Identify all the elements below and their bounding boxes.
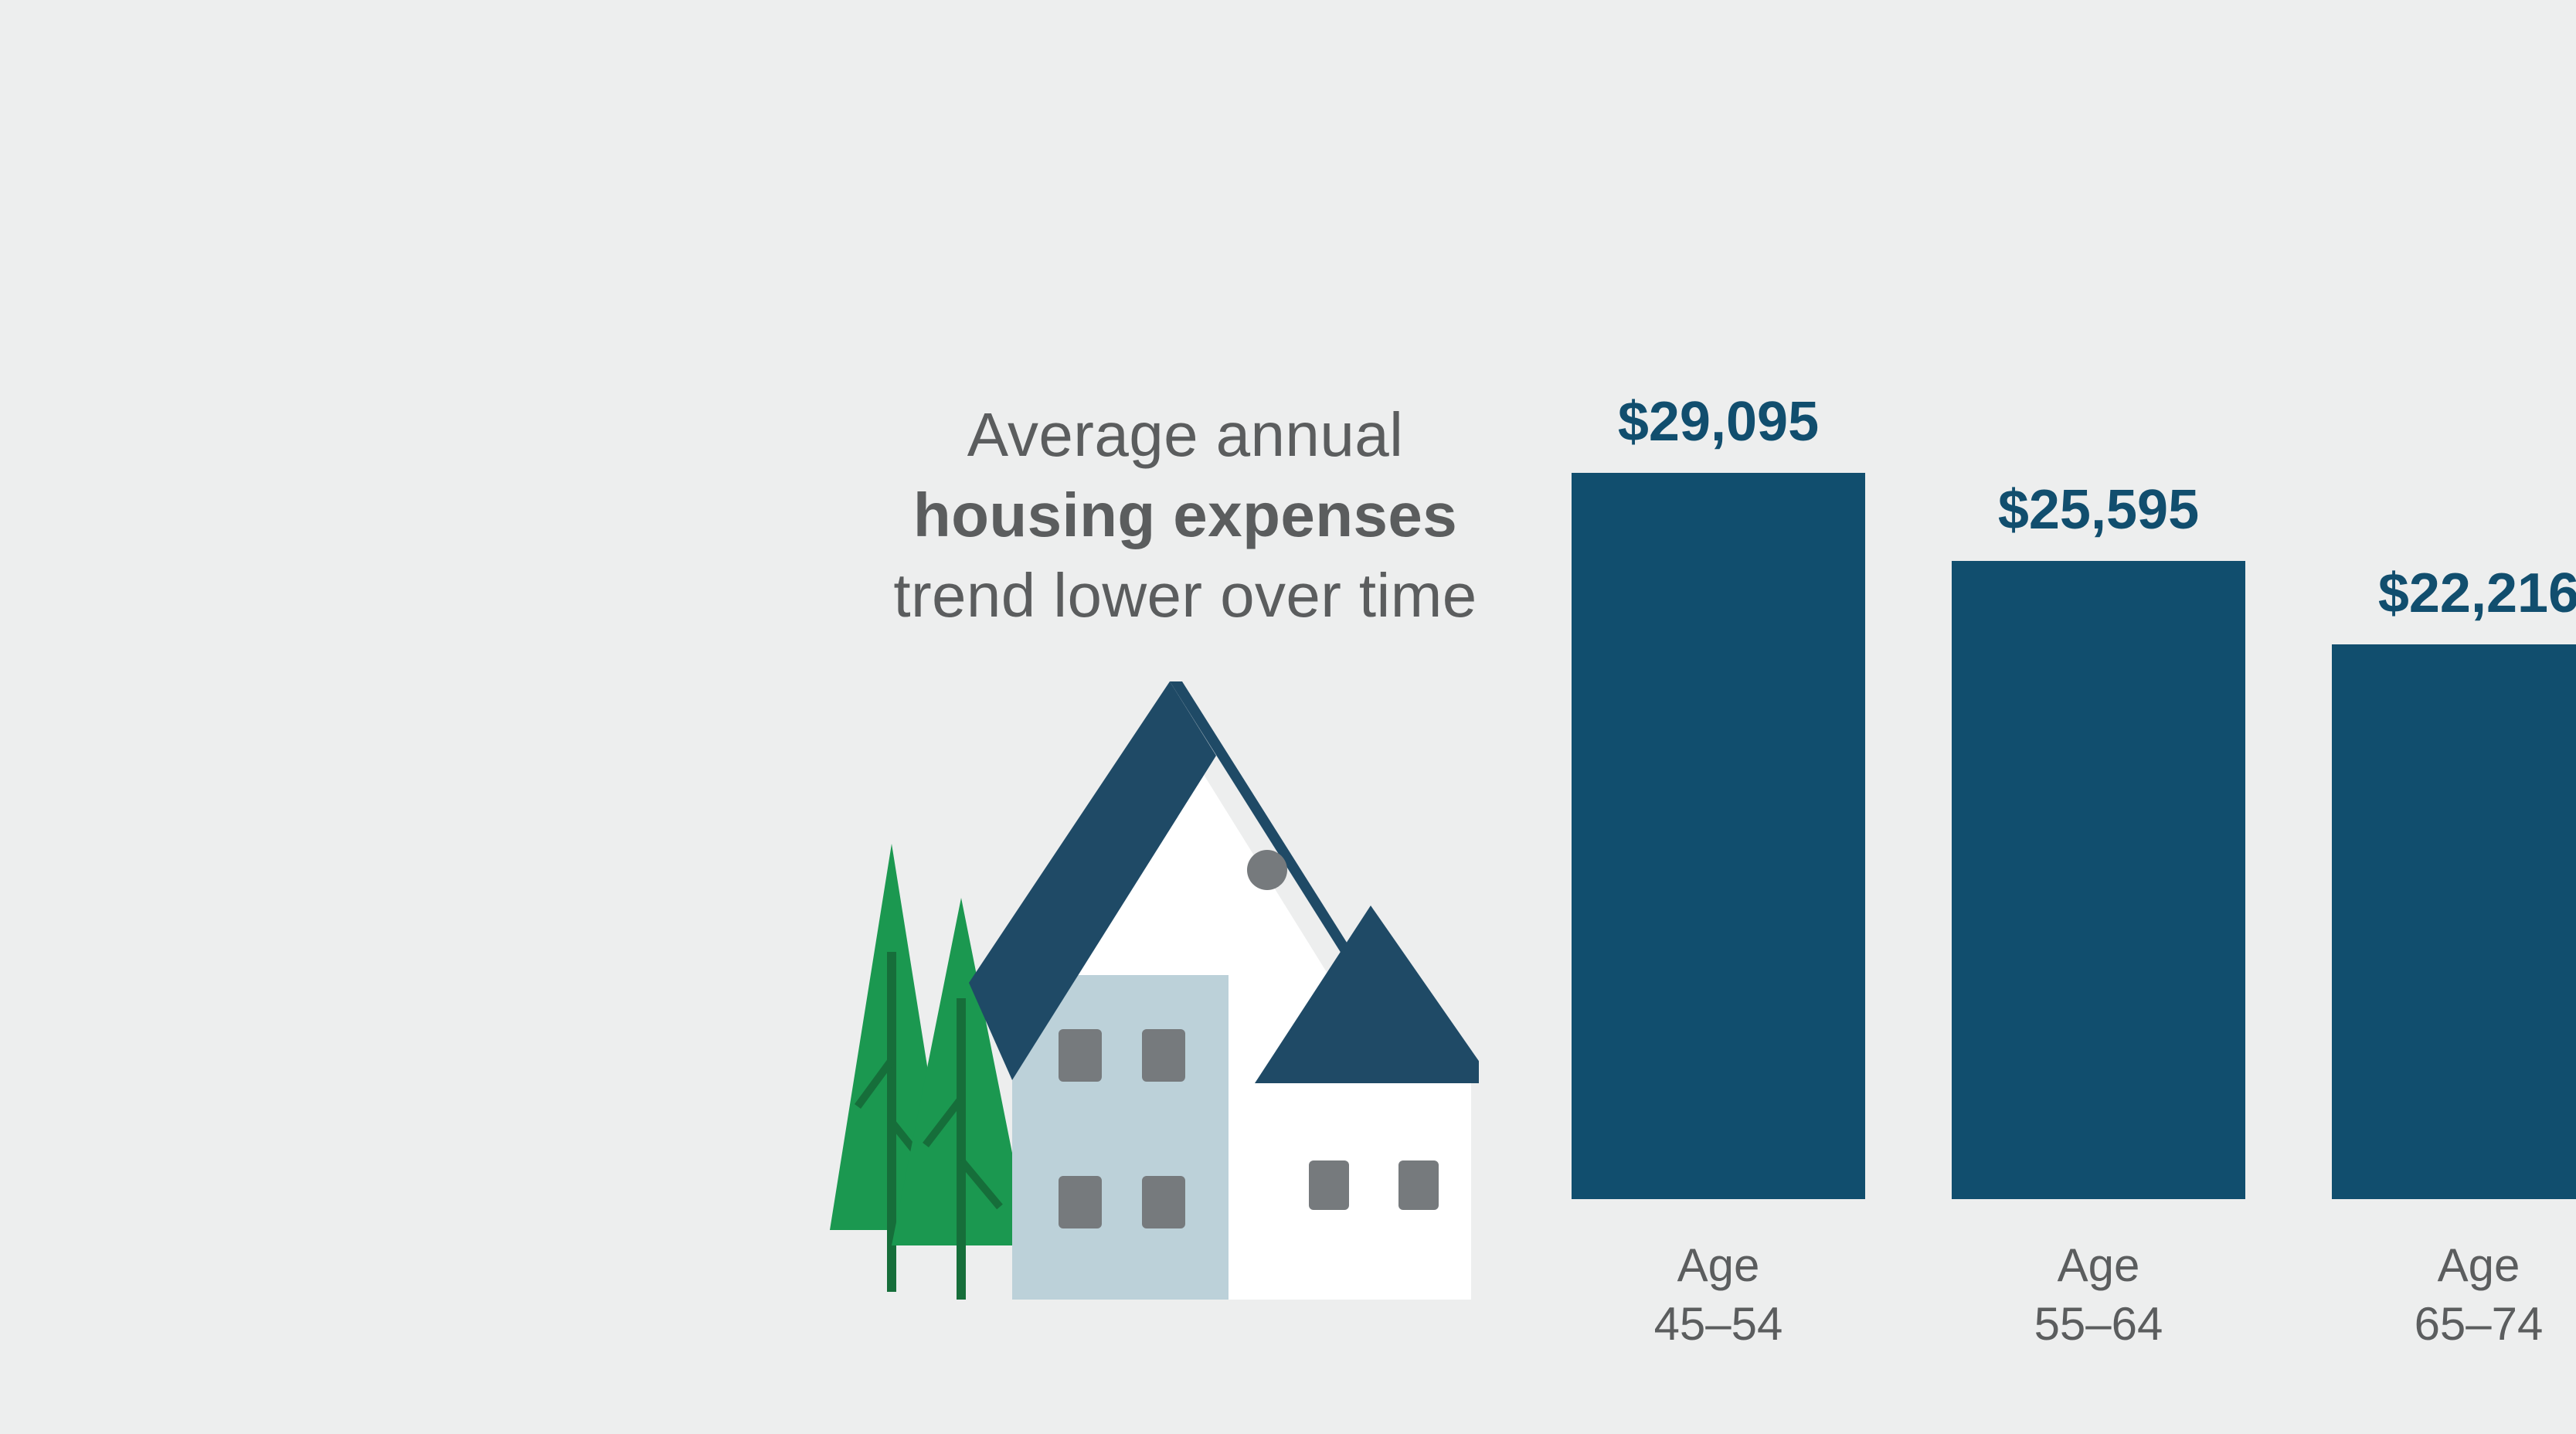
bar-column: $29,095: [1572, 389, 1865, 1199]
bar: [1572, 473, 1865, 1199]
window-icon: [1398, 1160, 1439, 1210]
house-illustration: [814, 681, 1479, 1330]
x-axis-label: Age 45–54: [1572, 1238, 1865, 1354]
house-svg: [814, 681, 1479, 1330]
x-label-line2: 45–54: [1653, 1299, 1782, 1350]
x-label-line2: 55–64: [2034, 1299, 2163, 1350]
bar: [2332, 644, 2576, 1199]
bar-value-label: $25,595: [1997, 477, 2198, 542]
bar-value-label: $29,095: [1617, 389, 1818, 454]
bar-value-label: $22,216: [2377, 561, 2576, 626]
x-label-line2: 65–74: [2414, 1299, 2543, 1350]
window-icon: [1059, 1176, 1102, 1228]
x-axis-label: Age 65–74: [2332, 1238, 2576, 1354]
x-axis-labels: Age45–54Age55–64Age65–74Age75+: [1572, 1238, 2576, 1354]
bar: [1952, 561, 2245, 1199]
window-icon: [1142, 1176, 1185, 1228]
window-icon: [1059, 1029, 1102, 1082]
x-label-line1: Age: [2437, 1241, 2520, 1292]
title-line2-bold: housing expenses: [912, 482, 1456, 550]
bars-container: $29,095$25,595$22,216$20,370: [1572, 396, 2576, 1199]
house-small-wall: [1278, 1076, 1471, 1300]
x-label-line1: Age: [2057, 1241, 2139, 1292]
title-text: Average annual housing expenses trend lo…: [830, 396, 1541, 637]
bar-column: $22,216: [2332, 561, 2576, 1199]
housing-expenses-chart: $29,095$25,595$22,216$20,370 Age45–54Age…: [1572, 396, 2576, 1354]
bar-column: $25,595: [1952, 477, 2245, 1199]
x-axis-label: Age 55–64: [1952, 1238, 2245, 1354]
x-label-line1: Age: [1677, 1241, 1759, 1292]
infographic-canvas: Average annual housing expenses trend lo…: [644, 287, 2576, 1434]
title-line3: trend lower over time: [893, 562, 1477, 630]
window-icon: [1142, 1029, 1185, 1082]
window-icon: [1309, 1160, 1349, 1210]
title-block: Average annual housing expenses trend lo…: [830, 396, 1541, 637]
title-line1: Average annual: [967, 402, 1403, 470]
